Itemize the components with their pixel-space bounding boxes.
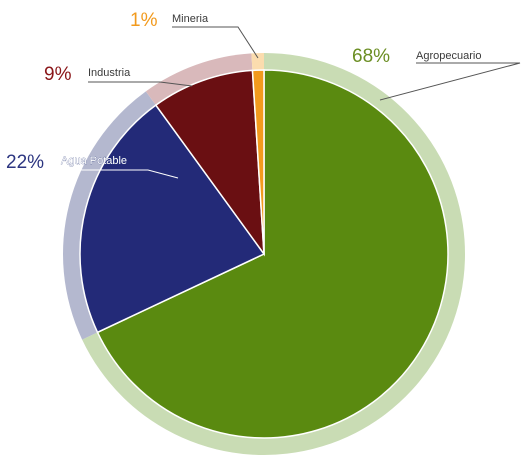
slice-layer — [79, 69, 449, 439]
percent-label-industria: 9% — [44, 64, 72, 85]
percent-label-agua-potable: 22% — [6, 152, 44, 173]
leader-line-agua-potable — [60, 169, 179, 179]
slice-industria — [154, 69, 265, 257]
percent-label-mineria: 1% — [130, 10, 158, 31]
category-label-mineria: Mineria — [172, 13, 209, 25]
label-layer: 68% Agropecuario 22% Agua Potable 9% Industri… — [6, 10, 481, 173]
category-label-agropecuario: Agropecuario — [416, 50, 481, 62]
slice-agua-potable — [79, 104, 266, 334]
slice-mineria — [251, 69, 265, 255]
leader-line-agropecuario — [379, 62, 521, 101]
leader-line-industria — [88, 81, 193, 87]
leader-line-mineria — [172, 26, 259, 59]
slice-agropecuario — [96, 69, 449, 439]
leader-line-layer — [60, 26, 521, 179]
percent-label-agropecuario: 68% — [352, 46, 390, 67]
category-label-industria: Industria — [88, 67, 131, 79]
category-label-agua-potable: Agua Potable — [61, 155, 127, 167]
